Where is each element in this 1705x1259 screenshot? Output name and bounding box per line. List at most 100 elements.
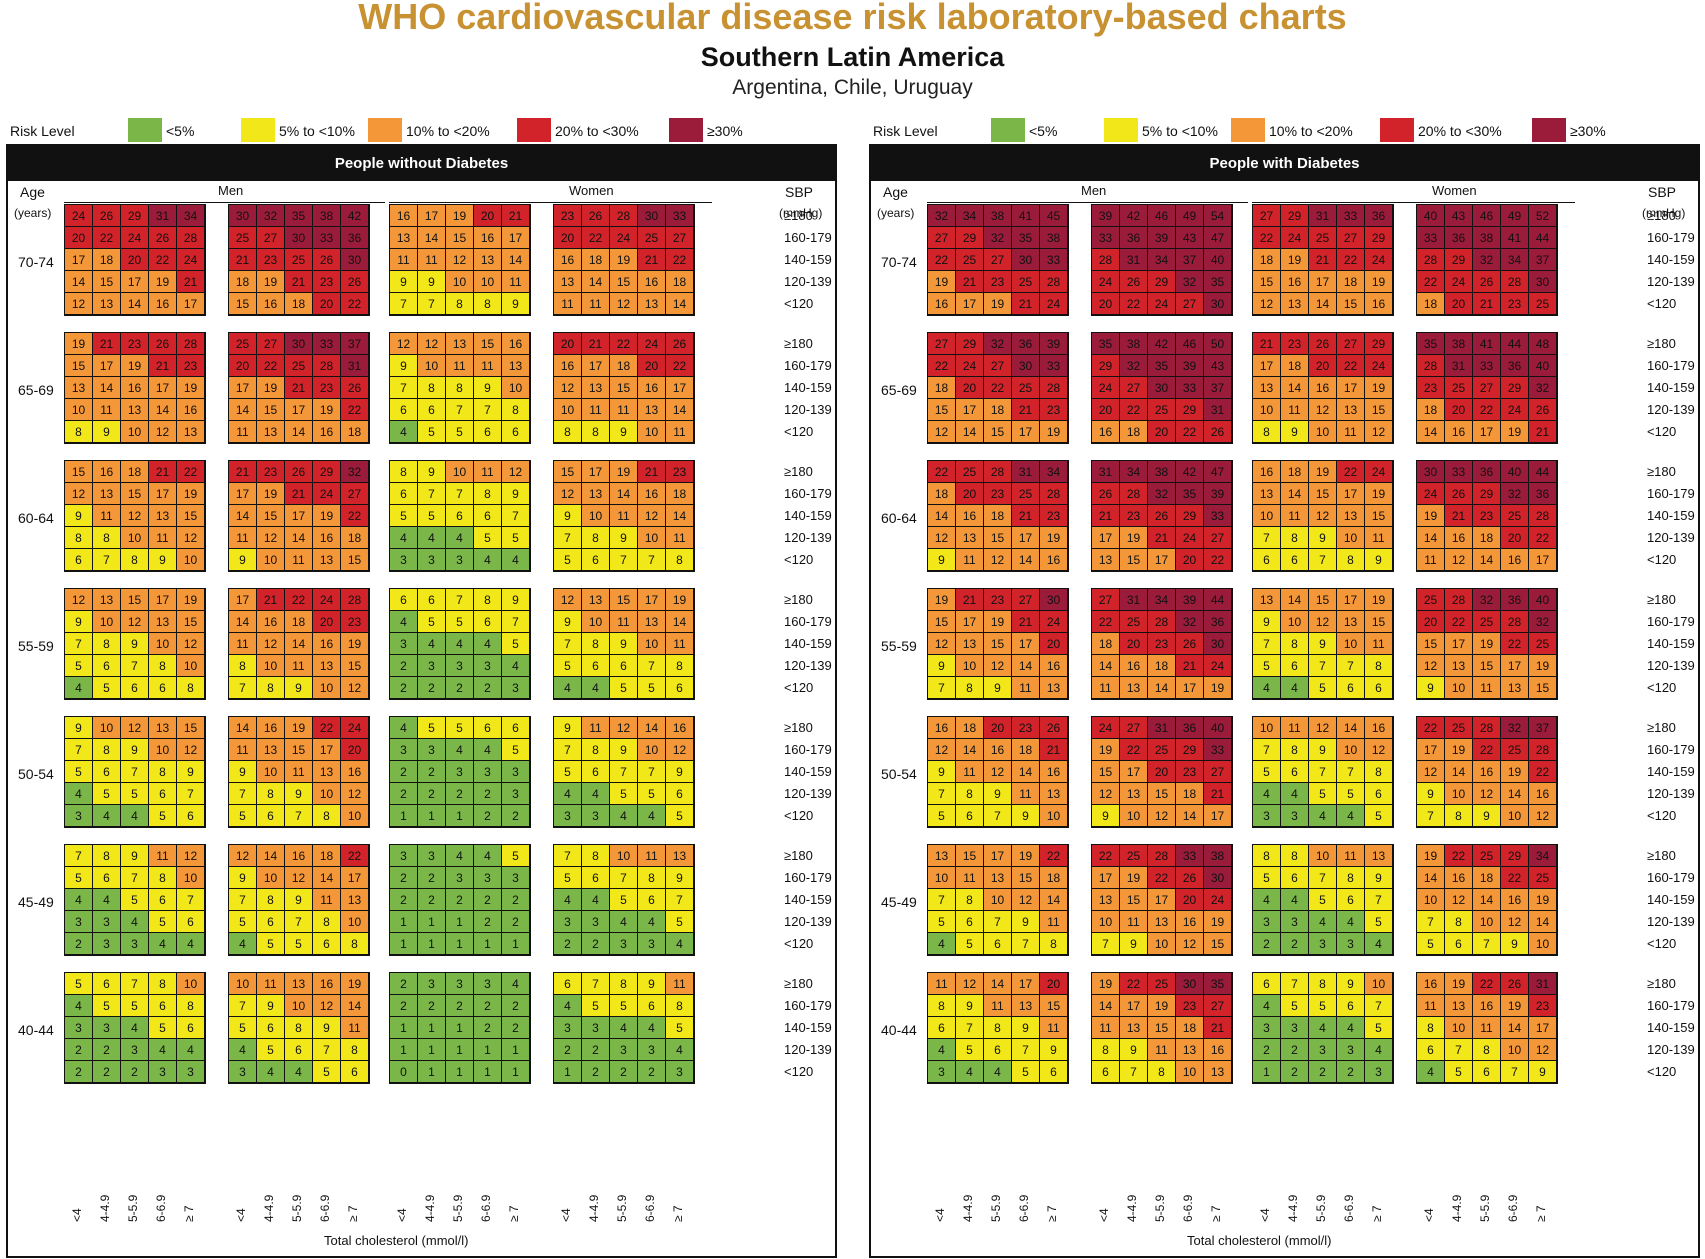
risk-cell: 8 — [1364, 654, 1393, 677]
risk-cell: 12 — [312, 994, 341, 1017]
risk-cell: 7 — [501, 610, 530, 633]
risk-cell: 6 — [1252, 972, 1281, 995]
risk-cell: 7 — [637, 654, 666, 677]
risk-cell: 11 — [581, 716, 610, 739]
risk-grid: 7 8 10 11 13 5 6 7 8 9 4 4 5 6 7 3 3 4 4 5 2 2 3 3 4 — [553, 844, 695, 956]
risk-cell: 29 — [1175, 504, 1204, 527]
risk-cell: 26 — [665, 332, 694, 355]
risk-cell: 8 — [340, 1038, 369, 1061]
sbp-label: 120-139 — [1647, 530, 1695, 545]
risk-cell: 4 — [120, 804, 149, 827]
risk-cell: 13 — [445, 332, 474, 355]
risk-cell: 7 — [417, 482, 446, 505]
risk-cell: 47 — [1203, 226, 1232, 249]
risk-cell: 9 — [1528, 1060, 1557, 1083]
risk-cell: 10 — [1500, 1038, 1529, 1061]
risk-cell: 3 — [445, 866, 474, 889]
risk-cell: 9 — [92, 420, 121, 443]
risk-cell: 11 — [1280, 504, 1309, 527]
risk-cell: 21 — [1472, 292, 1501, 315]
risk-cell: 3 — [1280, 910, 1309, 933]
risk-cell: 2 — [473, 804, 502, 827]
risk-cell: 52 — [1528, 204, 1557, 227]
risk-cell: 5 — [1252, 760, 1281, 783]
risk-cell: 15 — [1252, 270, 1281, 293]
risk-cell: 13 — [148, 504, 177, 527]
risk-cell: 20 — [1039, 972, 1068, 995]
risk-cell: 13 — [1252, 376, 1281, 399]
risk-cell: 8 — [1280, 632, 1309, 655]
risk-cell: 13 — [1039, 782, 1068, 805]
risk-cell: 12 — [284, 866, 313, 889]
risk-cell: 7 — [1500, 1060, 1529, 1083]
risk-cell: 14 — [1011, 654, 1040, 677]
risk-cell: 7 — [1011, 932, 1040, 955]
risk-cell: 6 — [256, 910, 285, 933]
risk-cell: 12 — [983, 548, 1012, 571]
risk-cell: 6 — [92, 972, 121, 995]
risk-cell: 17 — [955, 292, 984, 315]
risk-cell: 3 — [501, 782, 530, 805]
risk-cell: 11 — [1039, 910, 1068, 933]
risk-cell: 10 — [1500, 804, 1529, 827]
risk-grid: 15 17 19 21 23 12 13 14 16 18 9 10 11 12 14 7 8 9 10 11 5 6 7 7… — [553, 460, 695, 572]
risk-cell: 3 — [120, 1038, 149, 1061]
cholesterol-tick: ≥ 7 — [1209, 1205, 1223, 1222]
risk-cell: 12 — [1308, 716, 1337, 739]
risk-cell: 9 — [1308, 738, 1337, 761]
sbp-label: 120-139 — [1647, 786, 1695, 801]
risk-cell: 21 — [637, 460, 666, 483]
risk-cell: 3 — [1252, 1016, 1281, 1039]
risk-cell: 4 — [228, 1038, 257, 1061]
legend-swatch — [1104, 118, 1138, 142]
risk-cell: 7 — [665, 888, 694, 911]
risk-cell: 20 — [553, 226, 582, 249]
risk-cell: 5 — [417, 420, 446, 443]
risk-cell: 5 — [637, 782, 666, 805]
risk-cell: 9 — [665, 866, 694, 889]
risk-cell: 29 — [955, 332, 984, 355]
risk-cell: 8 — [1416, 1016, 1445, 1039]
risk-cell: 14 — [609, 482, 638, 505]
risk-cell: 41 — [1472, 332, 1501, 355]
risk-cell: 2 — [473, 994, 502, 1017]
risk-cell: 8 — [312, 804, 341, 827]
risk-cell: 18 — [228, 270, 257, 293]
cholesterol-tick: <4 — [1258, 1208, 1272, 1222]
risk-cell: 38 — [1203, 844, 1232, 867]
risk-cell: 28 — [1528, 738, 1557, 761]
risk-cell: 36 — [1175, 716, 1204, 739]
risk-cell: 2 — [92, 1060, 121, 1083]
sbp-label: <120 — [1647, 424, 1677, 439]
risk-cell: 18 — [927, 482, 956, 505]
sbp-label: 120-139 — [784, 530, 832, 545]
sbp-label: <120 — [1647, 808, 1677, 823]
risk-cell: 19 — [983, 292, 1012, 315]
risk-cell: 23 — [1147, 632, 1176, 655]
risk-cell: 2 — [389, 760, 418, 783]
risk-cell: 38 — [1472, 226, 1501, 249]
risk-cell: 2 — [417, 888, 446, 911]
risk-cell: 21 — [148, 354, 177, 377]
risk-cell: 14 — [256, 844, 285, 867]
risk-cell: 1 — [389, 1016, 418, 1039]
risk-cell: 7 — [228, 888, 257, 911]
risk-cell: 5 — [1336, 782, 1365, 805]
risk-cell: 23 — [1011, 716, 1040, 739]
risk-cell: 9 — [148, 548, 177, 571]
risk-cell: 13 — [1500, 676, 1529, 699]
risk-cell: 4 — [1336, 910, 1365, 933]
sbp-label: 120-139 — [1647, 1042, 1695, 1057]
risk-cell: 13 — [389, 226, 418, 249]
risk-cell: 8 — [176, 994, 205, 1017]
risk-cell: 21 — [1011, 504, 1040, 527]
risk-cell: 3 — [473, 654, 502, 677]
risk-cell: 2 — [581, 1060, 610, 1083]
risk-cell: 30 — [1011, 248, 1040, 271]
risk-cell: 40 — [1528, 588, 1557, 611]
risk-cell: 3 — [417, 738, 446, 761]
risk-cell: 3 — [501, 676, 530, 699]
risk-cell: 12 — [1308, 504, 1337, 527]
risk-grid: 6 7 8 9 11 4 5 5 6 8 3 3 4 4 5 2 2 3 3 4 1 2 2 2 3 — [553, 972, 695, 1084]
risk-cell: 7 — [389, 376, 418, 399]
